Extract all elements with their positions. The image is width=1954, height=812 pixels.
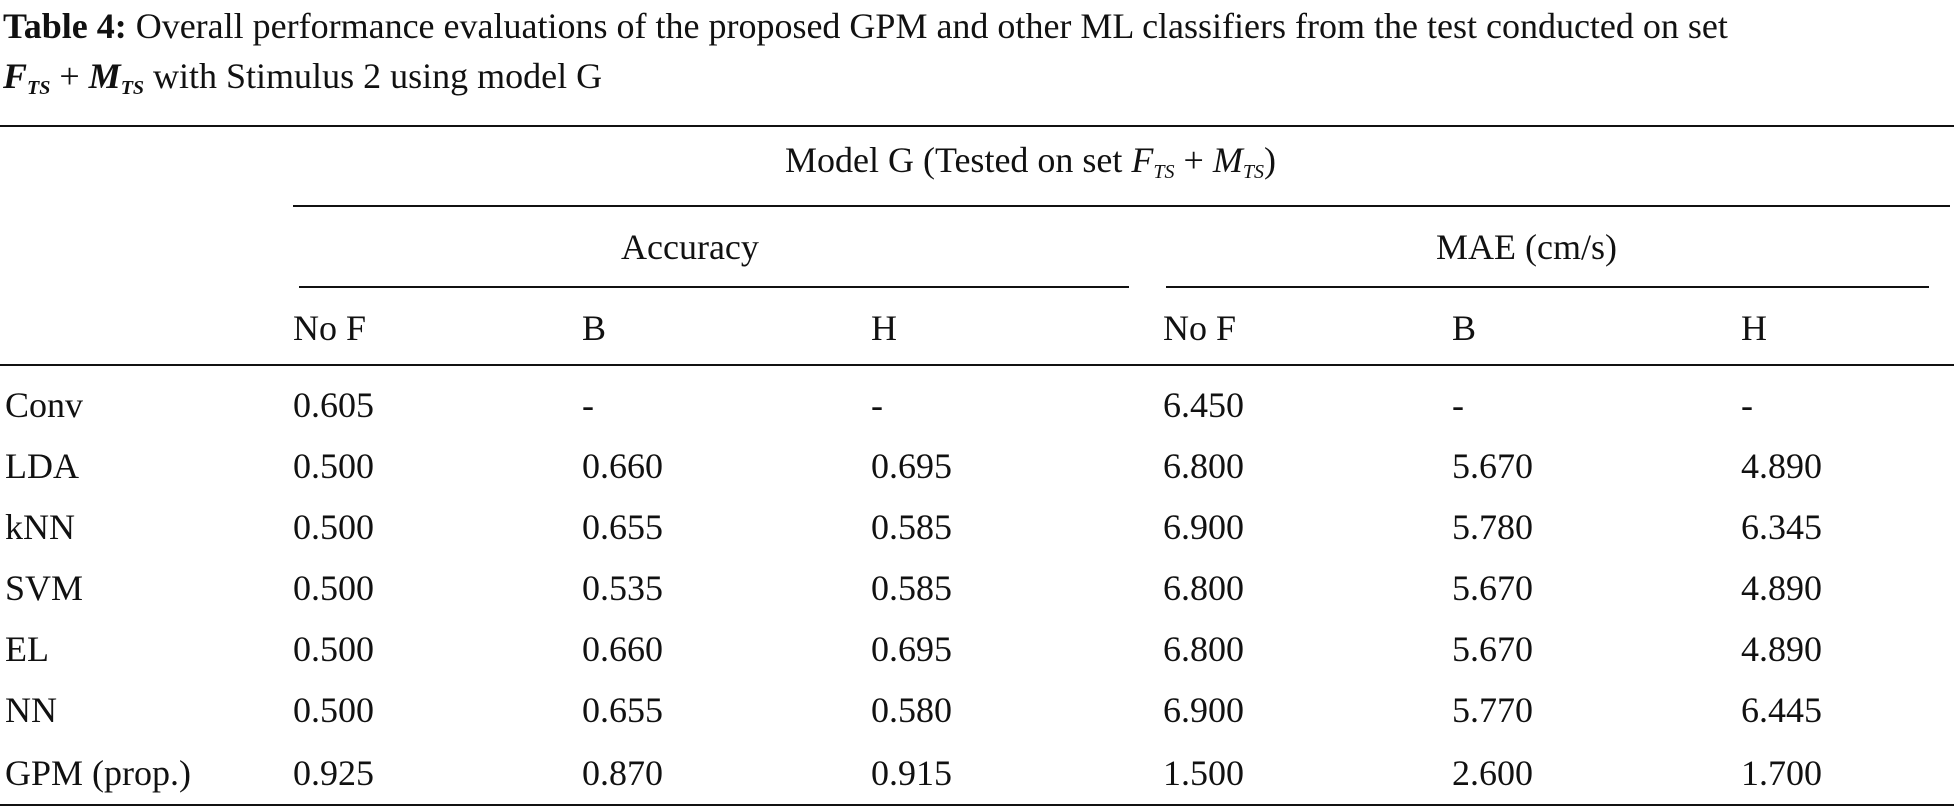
- cell: 0.655: [582, 690, 663, 730]
- math: M: [1212, 140, 1243, 180]
- column-header: No F: [1163, 308, 1237, 348]
- cell: 0.695: [871, 446, 952, 486]
- caption-label: Table 4:: [3, 6, 127, 46]
- rule: [1166, 286, 1929, 288]
- cell: 0.535: [582, 568, 663, 608]
- cell: 6.800: [1163, 446, 1244, 486]
- math-sub: TS: [120, 77, 145, 99]
- row-label: EL: [5, 629, 49, 669]
- cell: 0.500: [293, 507, 374, 547]
- cell: 5.780: [1452, 507, 1533, 547]
- math: +: [1183, 140, 1204, 180]
- cell: 0.500: [293, 446, 374, 486]
- row-label: NN: [5, 690, 57, 730]
- cell: 0.585: [871, 507, 952, 547]
- column-header: H: [1741, 308, 1767, 348]
- cell: 0.500: [293, 690, 374, 730]
- cell: 6.800: [1163, 568, 1244, 608]
- subgroup-header: Accuracy: [621, 227, 759, 267]
- cell: 6.345: [1741, 507, 1822, 547]
- math: +: [59, 56, 80, 96]
- cell: 0.915: [871, 753, 952, 793]
- cell: -: [1741, 385, 1753, 425]
- math: F: [1131, 140, 1154, 180]
- cell: 0.500: [293, 568, 374, 608]
- caption-line-2: FTS + MTS with Stimulus 2 using model G: [3, 50, 1953, 114]
- caption-text: Overall performance evaluations of the p…: [135, 6, 1728, 46]
- cell: 0.580: [871, 690, 952, 730]
- row-label: Conv: [5, 385, 84, 425]
- rule: [299, 286, 1129, 288]
- cell: 5.670: [1452, 629, 1533, 669]
- cell: 1.700: [1741, 753, 1822, 793]
- row-label: kNN: [5, 507, 75, 547]
- cell: 2.600: [1452, 753, 1533, 793]
- cell: 0.585: [871, 568, 952, 608]
- bottom-rule: [0, 804, 1954, 806]
- cell: -: [871, 385, 883, 425]
- header-text: ): [1263, 140, 1276, 180]
- math: M: [88, 56, 121, 96]
- caption-text: with Stimulus 2 using model G: [153, 56, 603, 96]
- cell: 6.445: [1741, 690, 1822, 730]
- cell: 1.500: [1163, 753, 1244, 793]
- cell: 0.660: [582, 446, 663, 486]
- row-label: SVM: [5, 568, 84, 608]
- cell: 0.925: [293, 753, 374, 793]
- cell: 6.900: [1163, 507, 1244, 547]
- cell: 6.800: [1163, 629, 1244, 669]
- cell: 4.890: [1741, 629, 1822, 669]
- header-text: Model G (Tested on set: [785, 140, 1123, 180]
- cell: 5.670: [1452, 446, 1533, 486]
- rule: [0, 364, 1954, 366]
- rule: [293, 205, 1950, 207]
- cell: -: [582, 385, 594, 425]
- math-sub: TS: [1242, 161, 1264, 183]
- cell: 4.890: [1741, 446, 1822, 486]
- cell: -: [1452, 385, 1464, 425]
- column-header: No F: [293, 308, 367, 348]
- cell: 5.770: [1452, 690, 1533, 730]
- cell: 0.695: [871, 629, 952, 669]
- column-header: B: [582, 308, 607, 348]
- cell: 6.450: [1163, 385, 1244, 425]
- cell: 0.500: [293, 629, 374, 669]
- row-label: LDA: [5, 446, 79, 486]
- cell: 0.660: [582, 629, 663, 669]
- subgroup-header: MAE (cm/s): [1436, 227, 1617, 267]
- caption: Table 4: Overall performance evaluations…: [3, 0, 1953, 52]
- cell: 6.900: [1163, 690, 1244, 730]
- row-label: GPM (prop.): [5, 753, 191, 793]
- cell: 0.655: [582, 507, 663, 547]
- column-header: H: [871, 308, 897, 348]
- math-sub: TS: [1153, 161, 1175, 183]
- column-header: B: [1452, 308, 1477, 348]
- cell: 4.890: [1741, 568, 1822, 608]
- cell: 0.605: [293, 385, 374, 425]
- math: F: [3, 56, 28, 96]
- cell: 0.870: [582, 753, 663, 793]
- group-header: Model G (Tested on set FTS + MTS): [785, 140, 1276, 192]
- cell: 5.670: [1452, 568, 1533, 608]
- top-rule: [0, 125, 1954, 127]
- math-sub: TS: [27, 77, 51, 99]
